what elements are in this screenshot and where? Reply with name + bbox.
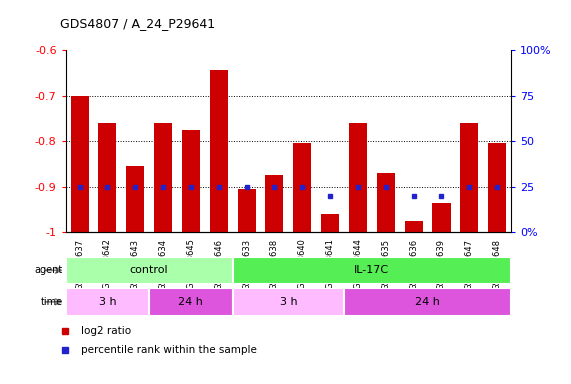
Text: control: control [130, 265, 168, 275]
Bar [344, 288, 511, 316]
Text: IL-17C: IL-17C [354, 265, 389, 275]
Bar [233, 288, 344, 316]
Bar [126, 166, 144, 232]
Bar [154, 123, 172, 232]
Bar [293, 143, 311, 232]
Bar [233, 257, 511, 284]
Bar [66, 257, 233, 284]
Text: GDS4807 / A_24_P29641: GDS4807 / A_24_P29641 [60, 17, 215, 30]
Bar [71, 96, 89, 232]
Bar [349, 123, 367, 232]
Bar [460, 123, 478, 232]
Bar [377, 173, 395, 232]
Bar [149, 288, 233, 316]
Bar [238, 189, 256, 232]
Bar [405, 221, 423, 232]
Bar [182, 130, 200, 232]
Text: 3 h: 3 h [99, 297, 116, 307]
Bar [266, 175, 283, 232]
Text: percentile rank within the sample: percentile rank within the sample [81, 345, 256, 355]
Text: log2 ratio: log2 ratio [81, 326, 131, 336]
Bar [488, 143, 506, 232]
Bar [432, 203, 451, 232]
Text: 24 h: 24 h [179, 297, 203, 307]
Text: 3 h: 3 h [280, 297, 297, 307]
Text: time: time [41, 297, 63, 307]
Text: 24 h: 24 h [415, 297, 440, 307]
Bar [210, 70, 228, 232]
Text: agent: agent [35, 265, 63, 275]
Bar [321, 214, 339, 232]
Bar [98, 123, 116, 232]
Bar [66, 288, 149, 316]
